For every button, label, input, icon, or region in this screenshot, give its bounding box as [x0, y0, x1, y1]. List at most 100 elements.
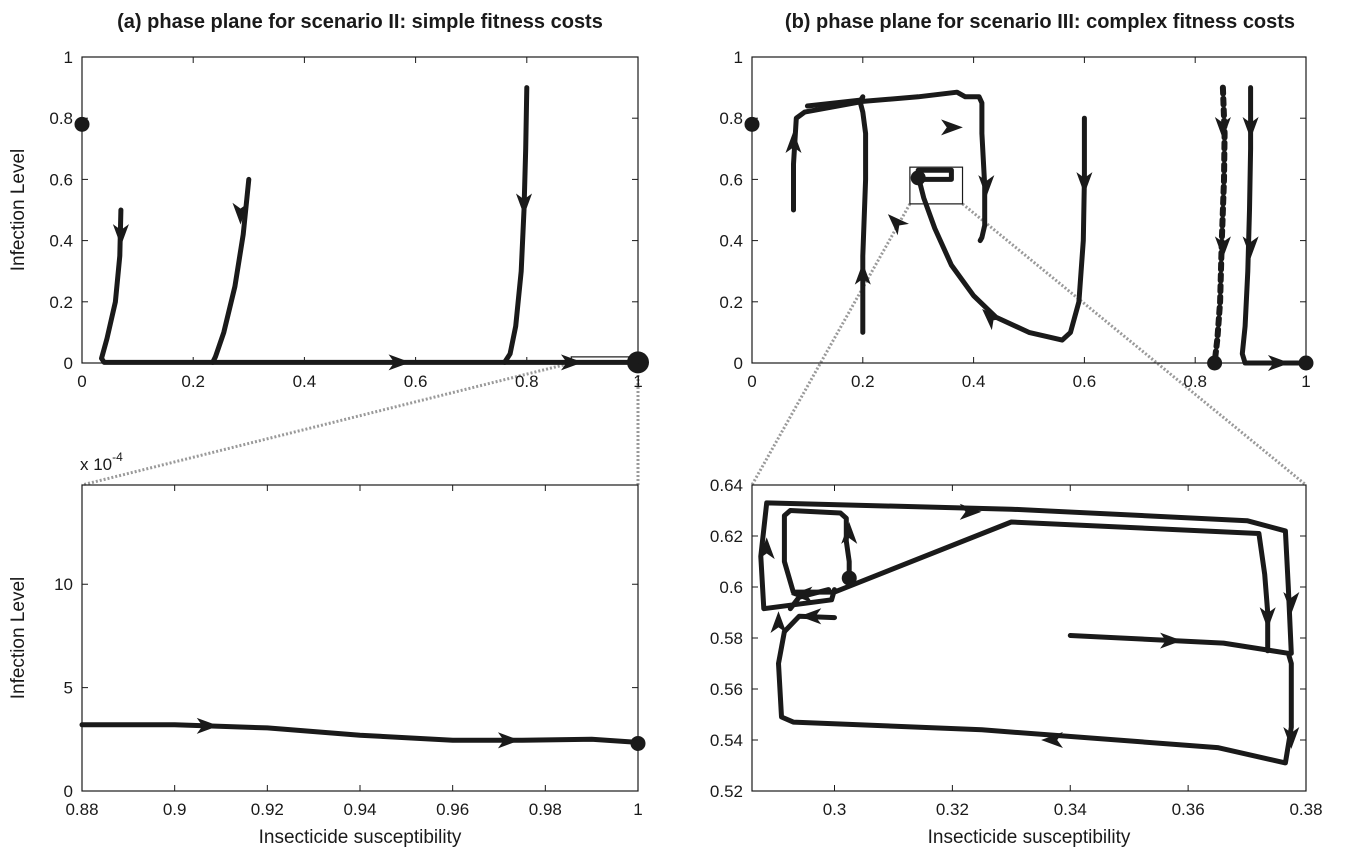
trajectory-2 [804, 97, 866, 109]
x-tick-label: 1 [633, 800, 642, 819]
equilibrium-point [74, 116, 90, 132]
y-axis-label: Infection Level [8, 577, 29, 700]
y-tick-label: 1 [734, 48, 743, 67]
y-multiplier-label: x 10-4 [80, 450, 123, 474]
y-axis-label: Infection Level [8, 149, 29, 272]
x-tick-label: 0.96 [436, 800, 469, 819]
arrow-down [112, 224, 129, 246]
arrow-down [1076, 172, 1093, 194]
x-tick-label: 0.8 [1183, 372, 1207, 391]
arrow-right [1160, 632, 1182, 649]
y-tick-label: 0.58 [710, 629, 743, 648]
y-tick-label: 0.62 [710, 527, 743, 546]
equilibrium-point [1298, 355, 1314, 371]
x-tick-label: 0.2 [181, 372, 205, 391]
y-tick-label: 0 [734, 354, 743, 373]
arrow-left [790, 586, 813, 603]
panel-b-bottom: 0.3 0.32 0.34 0.36 0.38 0.52 0.54 0.56 0.58 0.6 0.… [710, 476, 1323, 848]
arrow-right [388, 354, 411, 371]
zoom-connector-left [750, 203, 912, 486]
arrow-down [1242, 236, 1259, 259]
y-tick-label: 0.8 [719, 109, 743, 128]
y-tick-label: 0.6 [719, 578, 743, 597]
x-tick-label: 0 [747, 372, 756, 391]
x-tick-label: 0.94 [343, 800, 376, 819]
trajectory-4 [915, 115, 1087, 343]
y-tick-label: 0.4 [49, 232, 73, 251]
y-tick-label: 0.6 [719, 170, 743, 189]
zoom-connector-left [81, 361, 572, 487]
y-tick-label: 0.54 [710, 731, 743, 750]
x-tick-label: 0.32 [936, 800, 969, 819]
arrow-up-left [887, 214, 909, 236]
equilibrium-point [841, 570, 857, 586]
x-tick-label: 0.2 [851, 372, 875, 391]
x-axis-label: Insecticide susceptibility [928, 827, 1131, 848]
arrow-right [497, 732, 520, 749]
arrow-down [1283, 591, 1300, 614]
equilibrium-point [630, 735, 646, 751]
panel-a-title: (a) phase plane for scenario II: simple … [117, 11, 603, 33]
y-tick-label: 0 [64, 354, 73, 373]
arrow-up [854, 262, 871, 285]
arrow-up [758, 537, 775, 560]
plot-frame [751, 56, 1307, 364]
zoom-region-box [909, 166, 964, 205]
arrow-down [1283, 727, 1300, 749]
panel-a-top: (a) phase plane for scenario II: simple … [8, 11, 649, 391]
arrow-down [1242, 117, 1259, 139]
y-tick-label: 0 [64, 782, 73, 801]
plot-frame [81, 484, 639, 792]
y-tick-label: 0.8 [49, 109, 73, 128]
x-tick-label: 0.98 [529, 800, 562, 819]
x-tick-label: 1 [1301, 372, 1310, 391]
arrow-up [841, 522, 858, 544]
x-tick-label: 0.6 [1073, 372, 1097, 391]
trajectory-4 [758, 500, 1294, 656]
x-tick-label: 0 [77, 372, 86, 391]
arrow-right [196, 717, 219, 734]
equilibrium-point [1207, 355, 1223, 371]
x-tick-label: 0.4 [962, 372, 986, 391]
panel-a-bottom: x 10-4 0.88 0.9 0.92 0.94 0.96 0.98 10510Infec… [8, 450, 646, 848]
zoom-connector-right [961, 202, 1307, 487]
zoom-connectors [81, 202, 1307, 487]
trajectory-3 [857, 94, 869, 335]
trajectory-3 [502, 85, 530, 365]
arrow-right [959, 503, 982, 520]
panel-b-top: (b) phase plane for scenario III: comple… [719, 11, 1314, 391]
arrow-down [232, 202, 249, 225]
y-tick-label: 0.52 [710, 782, 743, 801]
x-tick-label: 0.36 [1172, 800, 1205, 819]
arrow-up-left [982, 309, 1004, 331]
x-tick-label: 0.4 [293, 372, 317, 391]
equilibrium-point [744, 116, 760, 132]
x-tick-label: 0.92 [251, 800, 284, 819]
trajectory-2 [210, 176, 252, 365]
x-tick-label: 0.3 [823, 800, 847, 819]
y-tick-label: 0.2 [49, 293, 73, 312]
trajectory-1 [776, 629, 1294, 766]
x-tick-label: 0.34 [1054, 800, 1087, 819]
panel-b-title: (b) phase plane for scenario III: comple… [785, 11, 1295, 33]
x-axis-label: Insecticide susceptibility [259, 827, 462, 848]
x-tick-label: 0.88 [65, 800, 98, 819]
trajectory-1 [79, 722, 641, 745]
equilibrium-point [910, 170, 926, 186]
y-tick-label: 0.4 [719, 232, 743, 251]
arrow-left [1041, 731, 1063, 749]
arrow-up [770, 611, 787, 634]
trajectory-1 [791, 89, 988, 244]
zoom-region-box [570, 356, 639, 364]
x-tick-label: 1 [633, 372, 642, 391]
trajectory-7 [1239, 85, 1309, 366]
arrow-down [1214, 236, 1231, 259]
y-tick-label: 0.64 [710, 476, 743, 495]
y-multiplier-base: x 10 [80, 455, 112, 474]
x-tick-label: 0.9 [163, 800, 187, 819]
x-tick-label: 0.6 [404, 372, 428, 391]
y-tick-label: 0.56 [710, 680, 743, 699]
y-tick-label: 0.6 [49, 170, 73, 189]
plot-frame [81, 56, 639, 364]
